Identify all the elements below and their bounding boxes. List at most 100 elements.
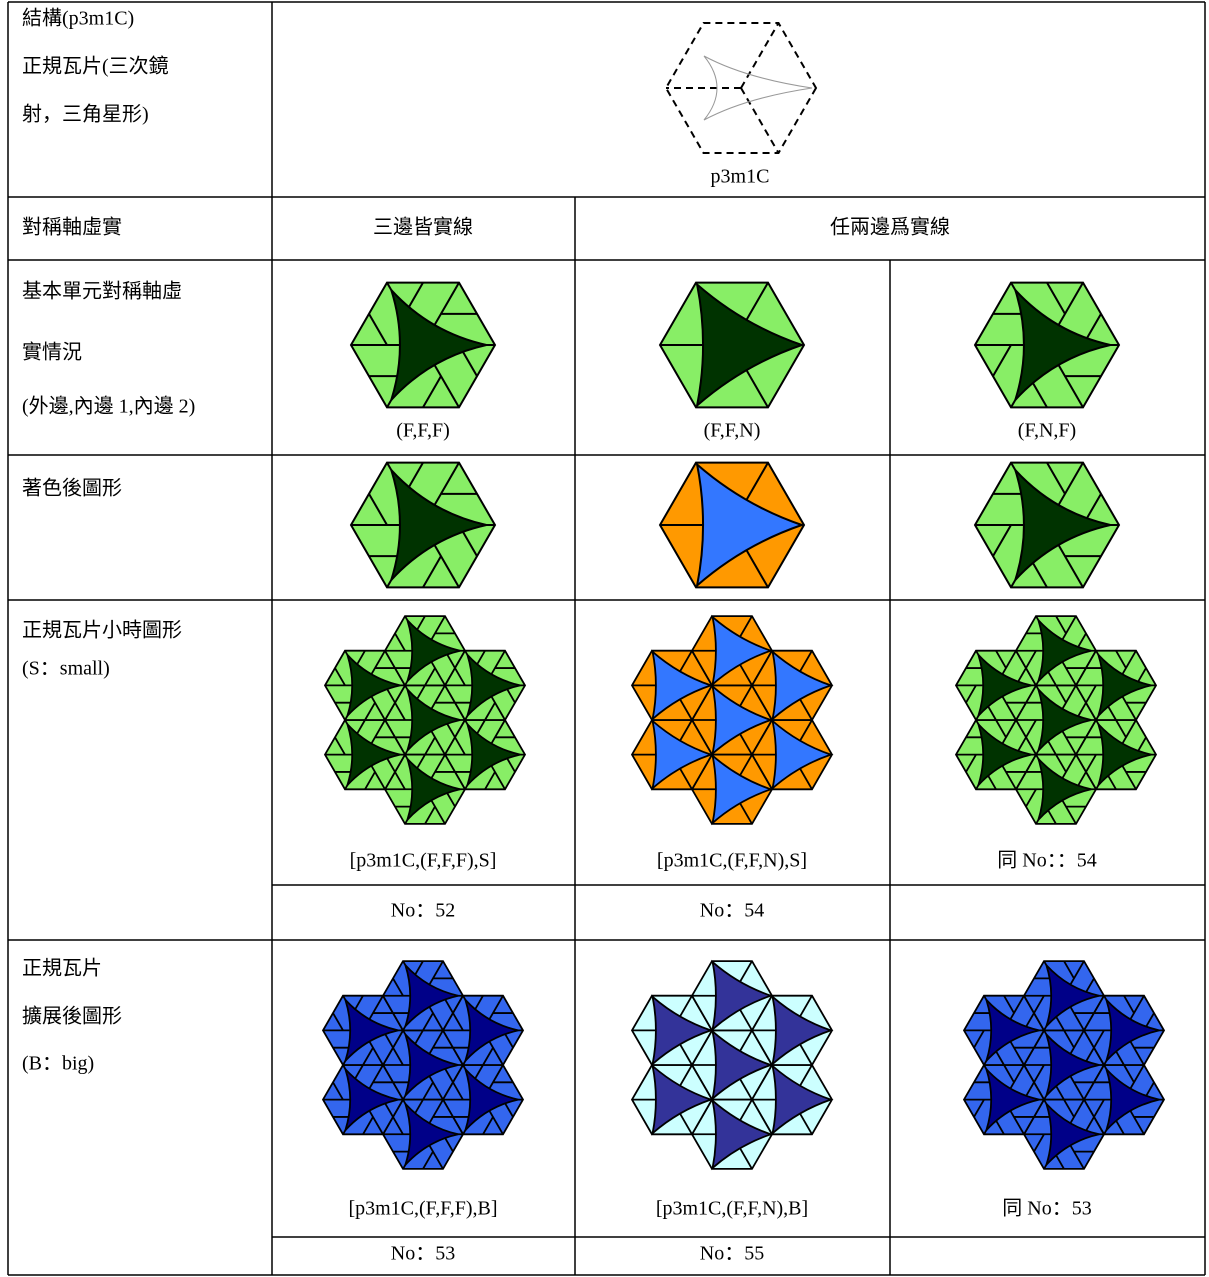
star	[1097, 654, 1152, 717]
star	[651, 718, 714, 791]
cell-text: 結構(p3m1C)	[22, 7, 134, 30]
edge-line	[992, 344, 1012, 377]
tiling-figure	[962, 960, 1166, 1170]
unit-figure	[973, 281, 1121, 409]
star	[977, 723, 1032, 786]
edge-line	[1055, 615, 1067, 634]
edge-line	[1025, 788, 1037, 808]
edge-line	[1115, 719, 1127, 738]
edge-line	[424, 736, 436, 756]
figure-caption: [p3m1C,(F,F,F),S]	[350, 850, 497, 872]
edge-line	[392, 977, 404, 997]
tiling-figure	[630, 959, 834, 1171]
edge-line	[482, 1047, 494, 1066]
edge-line	[454, 736, 466, 756]
cell-text: 基本單元對稱軸虛	[22, 280, 182, 303]
cell-text: 擴展後圖形	[22, 1005, 122, 1028]
cell-text: (外邊,內邊 1,內邊 2)	[22, 395, 195, 418]
star	[711, 1098, 774, 1171]
cell-text: 實情況	[22, 341, 82, 364]
star	[1045, 1033, 1100, 1097]
figure-caption: 同 No：53	[1002, 1198, 1091, 1220]
edge-line	[424, 667, 436, 686]
star	[1014, 289, 1111, 401]
edge-line	[973, 1029, 985, 1049]
cell-text: 正規瓦片	[22, 957, 102, 980]
edge-line	[995, 650, 1007, 669]
edge-line	[1093, 1029, 1105, 1049]
edge-line	[1063, 1099, 1075, 1118]
tiling-figure	[321, 960, 525, 1170]
edge-line	[992, 524, 1012, 557]
star	[771, 1063, 834, 1136]
star	[651, 1063, 714, 1136]
edge-line	[484, 771, 496, 790]
star	[711, 614, 774, 687]
tiling-figure	[323, 615, 527, 825]
edge-line	[1085, 684, 1097, 704]
star	[1037, 758, 1092, 821]
star	[985, 999, 1040, 1062]
edge-line	[1033, 1133, 1045, 1153]
star	[406, 619, 461, 682]
table-grid	[7, 1, 1206, 1276]
star	[1045, 1103, 1100, 1166]
star	[703, 55, 813, 121]
colored-figure	[973, 461, 1121, 589]
unit-figure	[349, 281, 497, 409]
edge-line	[454, 667, 466, 686]
figure-caption: [p3m1C,(F,F,N),S]	[657, 850, 807, 872]
star	[1037, 619, 1092, 682]
star	[711, 683, 774, 757]
edge-line	[1003, 1064, 1015, 1083]
edge-line	[1055, 754, 1067, 773]
star	[390, 469, 487, 581]
number-label: No：53	[391, 1243, 455, 1265]
edge-line	[392, 1047, 404, 1066]
star	[651, 994, 714, 1067]
edge-line	[484, 702, 496, 721]
column-header: 任兩邊爲實線	[830, 216, 950, 239]
star	[346, 723, 401, 786]
number-label: No：54	[700, 900, 764, 922]
star	[406, 758, 461, 821]
edge-line	[422, 1081, 434, 1101]
tiling-figure	[630, 614, 834, 826]
figure-caption: [p3m1C,(F,F,N),B]	[656, 1198, 808, 1220]
figure-caption: 同 No：：54	[997, 850, 1096, 872]
edge-line	[1033, 995, 1045, 1014]
edge-line	[334, 736, 346, 756]
edge-line	[995, 719, 1007, 738]
star	[466, 723, 521, 786]
figure-caption: (F,F,F)	[396, 420, 450, 442]
cell-text: 正規瓦片小時圖形	[22, 619, 182, 642]
schematic-figure	[664, 22, 818, 154]
cell-text: 射，三角星形)	[22, 103, 149, 126]
edge-line	[394, 632, 406, 652]
edge-line	[392, 1116, 404, 1135]
cell-text: (B：big)	[22, 1053, 94, 1075]
cell-text: 對稱軸虛實	[22, 216, 122, 239]
edge-line	[1003, 995, 1015, 1014]
star	[771, 994, 834, 1067]
edge-line	[422, 555, 442, 588]
edge-line	[1115, 650, 1127, 669]
star	[404, 1103, 459, 1166]
star	[771, 718, 834, 791]
star	[1014, 469, 1111, 581]
tiling-figure	[954, 615, 1158, 825]
cell-text: (S：small)	[22, 658, 110, 680]
star	[406, 688, 461, 752]
star	[711, 753, 774, 826]
star	[711, 1028, 774, 1102]
edge-line	[1046, 282, 1066, 315]
star	[985, 1068, 1040, 1131]
figure-caption: p3m1C	[711, 166, 770, 188]
edge-line	[394, 702, 406, 721]
edge-line	[362, 1116, 374, 1135]
edge-line	[394, 771, 406, 790]
star	[695, 461, 805, 589]
edge-line	[424, 806, 436, 825]
number-label: No：55	[700, 1243, 764, 1265]
